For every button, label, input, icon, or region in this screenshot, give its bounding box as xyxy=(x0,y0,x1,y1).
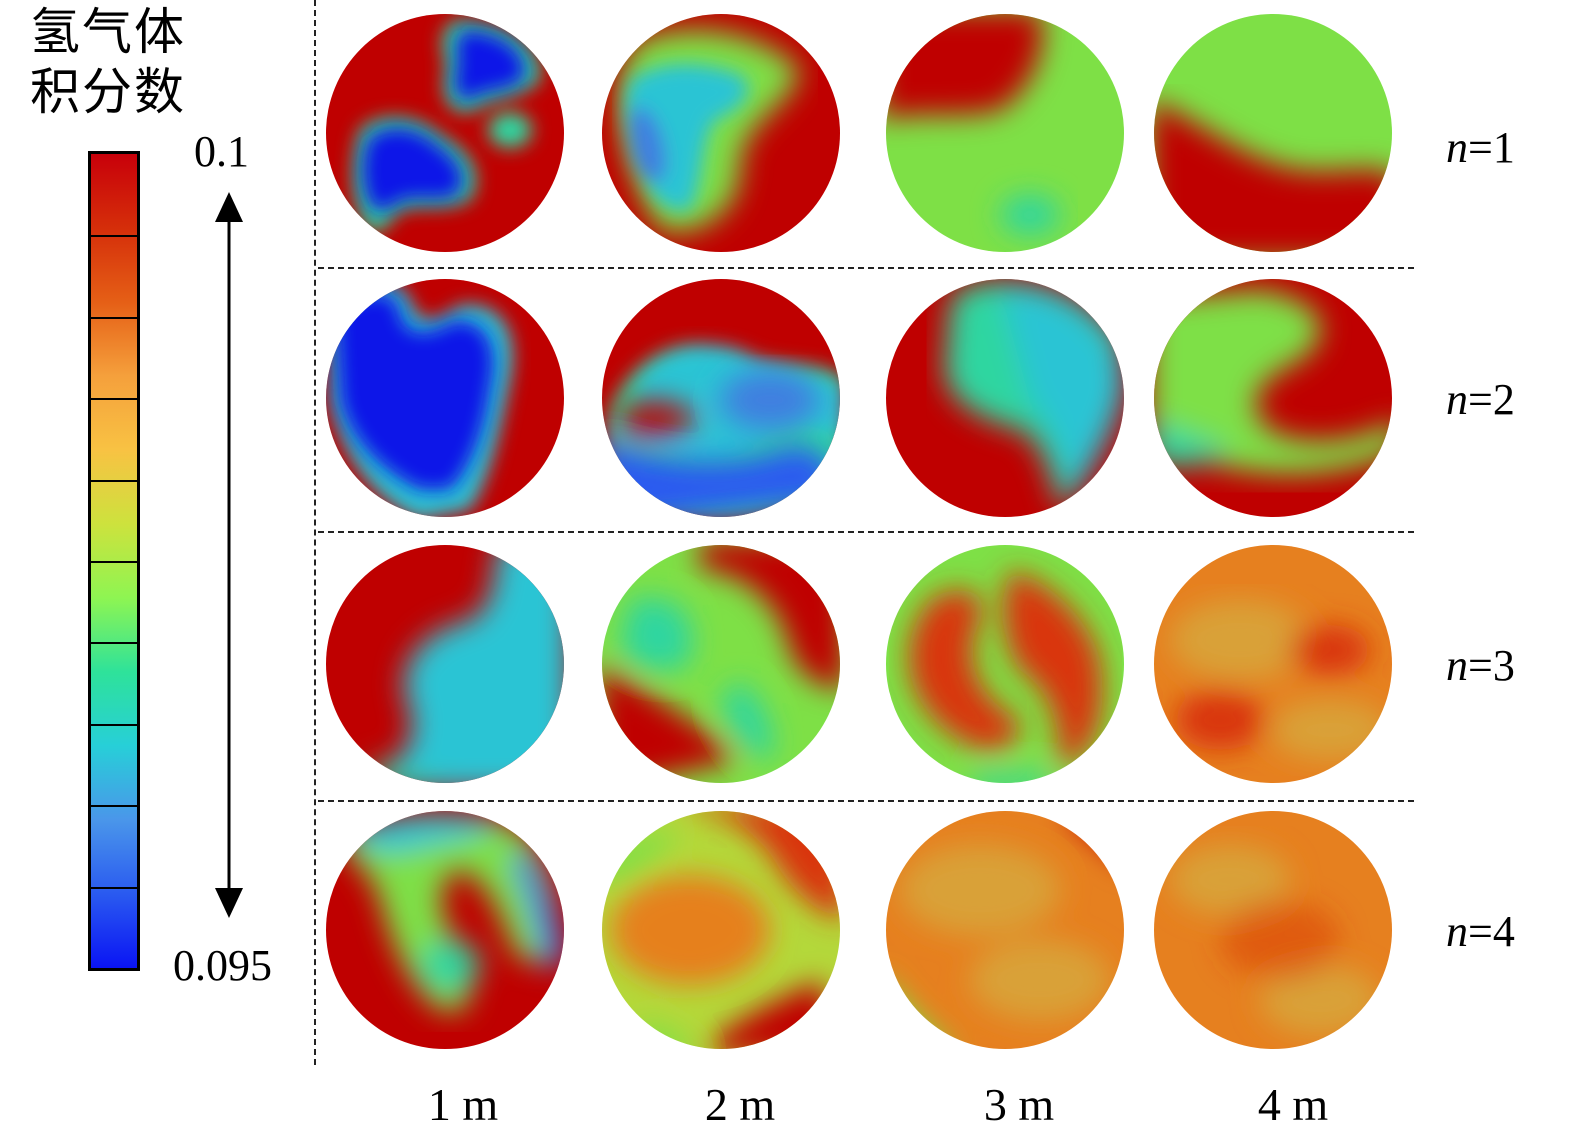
row-divider-1 xyxy=(318,267,1414,269)
row-label-value: =3 xyxy=(1468,641,1515,690)
legend-title: 氢气体 积分数 xyxy=(30,2,186,122)
column-label-2m: 2 m xyxy=(704,1079,776,1130)
colorbar-divider xyxy=(91,561,137,563)
colorbar-divider xyxy=(91,886,137,889)
arrow-up-icon xyxy=(215,192,243,222)
row-divider-2 xyxy=(318,531,1414,533)
contour-n4-3m xyxy=(886,811,1124,1049)
row-label-n3: n=3 xyxy=(1446,640,1515,691)
row-label-var: n xyxy=(1446,123,1468,172)
row-label-n2: n=2 xyxy=(1446,374,1515,425)
colorbar-divider xyxy=(91,723,137,726)
contour-n3-2m xyxy=(602,545,840,783)
contour-n4-2m xyxy=(602,811,840,1049)
contour-n3-1m xyxy=(326,545,564,783)
colorbar-divider xyxy=(91,235,137,238)
contour-n3-3m xyxy=(886,545,1124,783)
row-label-value: =1 xyxy=(1468,123,1515,172)
row-label-value: =4 xyxy=(1468,907,1515,956)
column-label-4m: 4 m xyxy=(1257,1079,1329,1130)
colorbar-divider xyxy=(91,479,137,482)
colorbar-divider xyxy=(91,398,137,401)
legend-title-line1: 氢气体 xyxy=(30,3,186,61)
row-divider-3 xyxy=(318,800,1414,802)
row-label-value: =2 xyxy=(1468,375,1515,424)
contour-n1-4m xyxy=(1154,14,1392,252)
row-label-n1: n=1 xyxy=(1446,122,1515,173)
contour-n1-1m xyxy=(326,14,564,252)
row-label-n4: n=4 xyxy=(1446,906,1515,957)
colorbar-min-label: 0.095 xyxy=(173,941,272,990)
legend-title-line2: 积分数 xyxy=(30,63,186,121)
contour-n2-4m xyxy=(1154,279,1392,517)
colorbar-divider xyxy=(91,805,137,808)
contour-n1-2m xyxy=(602,14,840,252)
arrow-down-icon xyxy=(215,888,243,918)
colorbar xyxy=(88,151,140,971)
contour-n4-4m xyxy=(1154,811,1392,1049)
contour-n3-4m xyxy=(1154,545,1392,783)
column-label-3m: 3 m xyxy=(983,1079,1055,1130)
contour-n2-2m xyxy=(602,279,840,517)
column-label-1m: 1 m xyxy=(427,1079,499,1130)
row-label-var: n xyxy=(1446,375,1468,424)
row-label-var: n xyxy=(1446,907,1468,956)
colorbar-max-label: 0.1 xyxy=(194,127,249,176)
row-label-var: n xyxy=(1446,641,1468,690)
vertical-divider xyxy=(314,0,316,1065)
colorbar-divider xyxy=(91,642,137,645)
range-double-arrow xyxy=(215,192,243,918)
contour-n1-3m xyxy=(886,14,1124,252)
contour-n2-1m xyxy=(326,279,564,517)
contour-n2-3m xyxy=(886,279,1124,517)
contour-n4-1m xyxy=(326,811,564,1049)
colorbar-divider xyxy=(91,316,137,319)
